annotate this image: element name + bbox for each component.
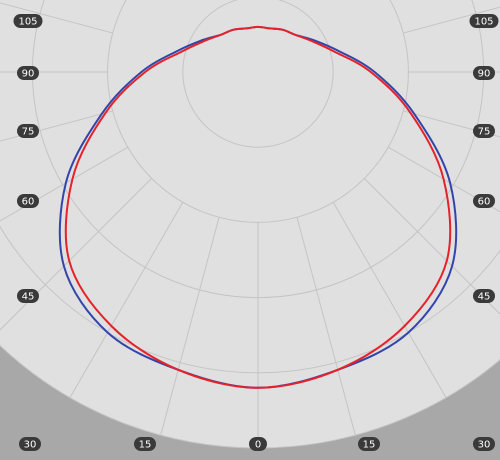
intensity-curves [58,25,458,389]
intensity-curve-2 [64,25,452,389]
svg-text:105: 105 [474,17,493,28]
grid-spoke [296,217,356,436]
grid-spoke [332,202,447,398]
angle-label-left-105: 105 [13,14,43,28]
svg-text:45: 45 [478,292,491,303]
grid-spoke [403,110,500,138]
polar-grid [0,0,500,449]
grid-ring [182,0,334,148]
svg-text:75: 75 [478,127,491,138]
svg-text:90: 90 [478,69,491,80]
grid-spoke [0,177,153,331]
angle-label-left-90: 90 [17,66,39,80]
angle-label-left-60: 60 [17,194,39,208]
angle-label-left-45: 45 [17,289,39,303]
svg-text:0: 0 [255,440,261,451]
svg-text:30: 30 [478,440,491,451]
svg-text:15: 15 [363,440,376,451]
svg-text:60: 60 [22,197,35,208]
angle-label-left-15: 15 [134,437,156,451]
svg-text:105: 105 [18,17,37,28]
grid-spoke [403,6,500,34]
svg-text:90: 90 [22,69,35,80]
grid-spoke [0,110,113,142]
angle-labels: 105 90 75 60 45 30 15 0 15 30 45 60 75 9… [13,14,499,451]
grid-spoke [160,217,220,436]
polar-disc [0,0,500,448]
svg-text:45: 45 [22,292,35,303]
angle-label-bottom-0: 0 [249,437,267,451]
angle-label-right-45: 45 [473,289,495,303]
angle-label-right-60: 60 [473,194,495,208]
angle-label-right-90: 90 [473,66,495,80]
angle-label-right-15: 15 [358,437,380,451]
angle-label-left-75: 75 [17,124,39,138]
svg-text:60: 60 [478,197,491,208]
angle-label-right-75: 75 [473,124,495,138]
angle-label-right-30: 30 [473,437,495,451]
svg-text:15: 15 [139,440,152,451]
grid-spoke [0,2,113,34]
grid-spoke [69,202,184,398]
svg-text:30: 30 [24,440,37,451]
angle-label-right-105: 105 [469,14,499,28]
grid-spoke [363,177,500,315]
svg-text:75: 75 [22,127,35,138]
angle-label-left-30: 30 [19,437,41,451]
